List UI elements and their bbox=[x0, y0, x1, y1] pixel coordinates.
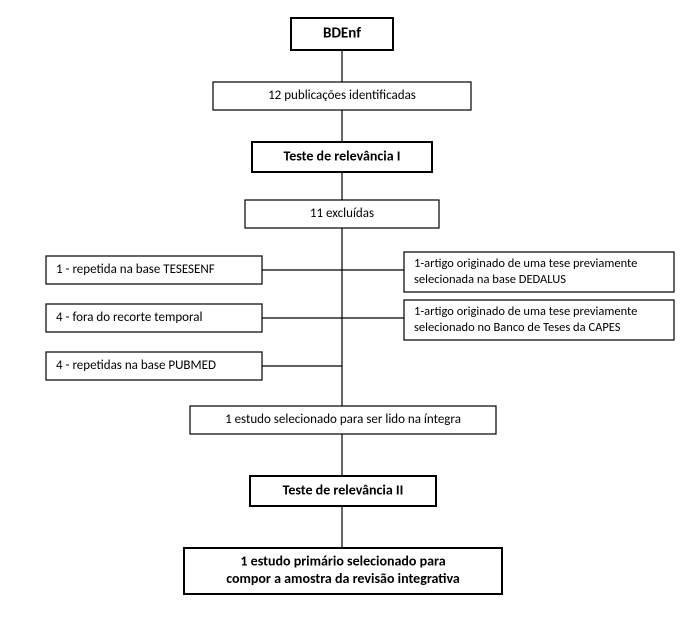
node-n_11excl: 11 excluídas bbox=[245, 200, 439, 228]
node-label: Teste de relevância I bbox=[283, 147, 400, 164]
node-label: 4 - repetidas na base PUBMED bbox=[56, 358, 216, 373]
node-n_teste1: Teste de relevância I bbox=[252, 142, 432, 172]
node-label: 4 - fora do recorte temporal bbox=[56, 310, 203, 325]
node-label: 1-artigo originado de uma tese previamen… bbox=[414, 256, 637, 271]
node-label: 12 publicações identificadas bbox=[268, 88, 416, 103]
node-n_teste2: Teste de relevância II bbox=[250, 476, 436, 506]
node-n_pubmed: 4 - repetidas na base PUBMED bbox=[46, 352, 262, 380]
node-n_bdenf: BDEnf bbox=[291, 18, 393, 50]
node-label: Teste de relevância II bbox=[283, 481, 404, 498]
node-n_1sel: 1 estudo selecionado para ser lido na ín… bbox=[190, 406, 496, 434]
node-label: 11 excluídas bbox=[310, 206, 374, 221]
node-label: compor a amostra da revisão integrativa bbox=[226, 570, 460, 587]
node-label: selecionado no Banco de Teses da CAPES bbox=[414, 320, 621, 335]
node-label: BDEnf bbox=[323, 25, 361, 43]
node-n_temporal: 4 - fora do recorte temporal bbox=[46, 304, 262, 332]
node-n_tesesenf: 1 - repetida na base TESESENF bbox=[46, 256, 262, 284]
node-n_capes: 1-artigo originado de uma tese previamen… bbox=[404, 300, 674, 340]
node-label: 1-artigo originado de uma tese previamen… bbox=[414, 304, 637, 319]
node-n_12pub: 12 publicações identificadas bbox=[213, 82, 471, 110]
node-label: 1 - repetida na base TESESENF bbox=[56, 262, 215, 277]
node-label: 1 estudo primário selecionado para bbox=[240, 553, 445, 570]
node-label: 1 estudo selecionado para ser lido na ín… bbox=[225, 412, 461, 427]
node-label: selecionada na base DEDALUS bbox=[414, 272, 566, 287]
node-n_dedalus: 1-artigo originado de uma tese previamen… bbox=[404, 252, 674, 292]
node-n_final: 1 estudo primário selecionado paracompor… bbox=[184, 548, 502, 594]
